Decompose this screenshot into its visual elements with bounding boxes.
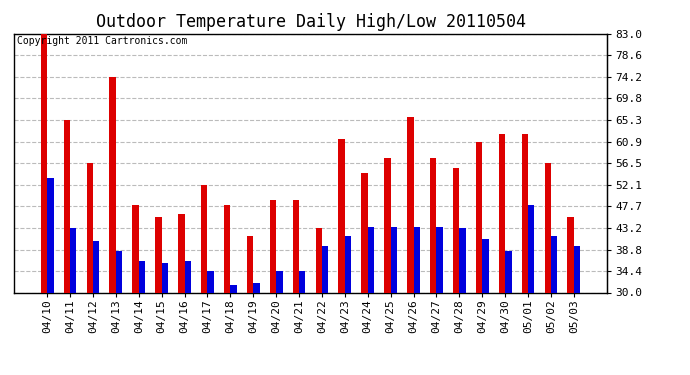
Bar: [407, 117, 413, 375]
Bar: [574, 246, 580, 375]
Bar: [178, 214, 184, 375]
Bar: [116, 251, 122, 375]
Bar: [41, 34, 47, 375]
Bar: [224, 205, 230, 375]
Bar: [322, 246, 328, 375]
Bar: [276, 270, 283, 375]
Bar: [293, 200, 299, 375]
Bar: [47, 178, 54, 375]
Bar: [161, 263, 168, 375]
Bar: [482, 239, 489, 375]
Bar: [338, 139, 345, 375]
Bar: [476, 142, 482, 375]
Bar: [299, 270, 306, 375]
Bar: [522, 134, 528, 375]
Bar: [270, 200, 276, 375]
Bar: [453, 168, 460, 375]
Bar: [315, 228, 322, 375]
Bar: [184, 261, 191, 375]
Bar: [345, 236, 351, 375]
Bar: [110, 77, 116, 375]
Bar: [139, 261, 145, 375]
Bar: [230, 285, 237, 375]
Bar: [247, 236, 253, 375]
Bar: [362, 173, 368, 375]
Bar: [499, 134, 505, 375]
Text: Copyright 2011 Cartronics.com: Copyright 2011 Cartronics.com: [17, 36, 187, 46]
Bar: [93, 241, 99, 375]
Bar: [528, 205, 535, 375]
Bar: [437, 226, 443, 375]
Bar: [132, 205, 139, 375]
Bar: [460, 228, 466, 375]
Bar: [430, 158, 437, 375]
Bar: [201, 184, 208, 375]
Bar: [544, 163, 551, 375]
Bar: [368, 226, 374, 375]
Bar: [413, 226, 420, 375]
Bar: [505, 251, 511, 375]
Bar: [253, 283, 259, 375]
Bar: [208, 270, 214, 375]
Bar: [384, 158, 391, 375]
Bar: [155, 217, 161, 375]
Bar: [551, 236, 558, 375]
Bar: [391, 226, 397, 375]
Bar: [86, 163, 93, 375]
Bar: [567, 217, 574, 375]
Bar: [63, 120, 70, 375]
Bar: [70, 228, 77, 375]
Title: Outdoor Temperature Daily High/Low 20110504: Outdoor Temperature Daily High/Low 20110…: [95, 13, 526, 31]
